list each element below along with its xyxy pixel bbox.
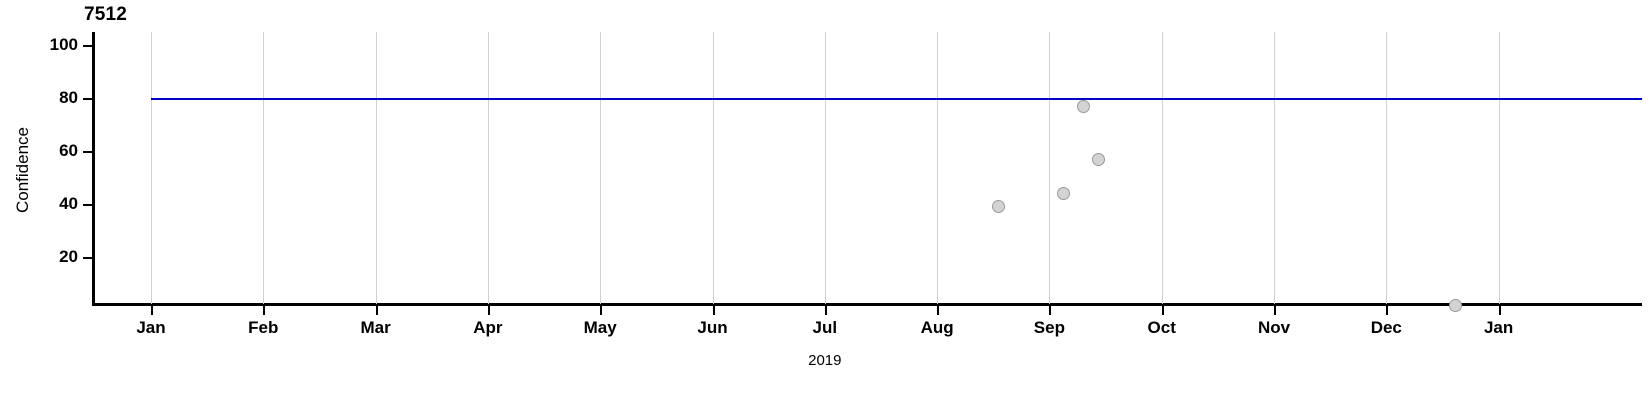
x-tick-mark [375,306,378,315]
x-tick-mark [937,306,940,315]
gridline-vertical [824,32,826,304]
data-point[interactable] [1449,298,1463,312]
gridline-vertical [1049,32,1051,304]
data-point[interactable] [1092,152,1106,166]
x-tick-label: Oct [1147,318,1176,337]
x-tick-mark [1498,306,1501,315]
data-point[interactable] [1057,187,1071,201]
x-tick-label: Feb [248,318,279,337]
gridline-vertical [600,32,602,304]
gridline-vertical [151,32,152,304]
x-axis-label: 2019 [808,352,842,369]
y-tick-mark [83,204,92,207]
y-tick-label: 100 [49,35,78,54]
x-tick-mark [1161,306,1164,315]
gridline-vertical [1274,32,1275,304]
y-axis-spine [92,32,95,304]
y-tick-label: 80 [59,88,78,108]
x-tick-label: Jan [1483,318,1514,337]
x-tick-label: Jul [812,318,838,337]
x-tick-label: Apr [473,318,503,337]
x-tick-mark [151,306,153,315]
y-tick-mark [83,257,92,260]
x-tick-mark [1274,306,1276,315]
y-tick-label: 40 [59,194,78,214]
gridline-vertical [1498,32,1500,304]
y-tick-mark [83,98,92,101]
x-tick-label: Jan [136,318,166,337]
gridline-vertical [712,32,714,304]
gridline-vertical [1386,32,1388,304]
x-tick-mark [1386,306,1389,315]
gridline-vertical [937,32,939,304]
x-axis-spine [92,303,1642,306]
x-tick-mark [487,306,490,315]
plot-area [92,32,1642,312]
data-point[interactable] [1076,99,1090,113]
x-tick-label: Mar [360,318,391,337]
gridline-vertical [263,32,265,304]
gridline-vertical [375,32,377,304]
gridline-vertical [1161,32,1163,304]
chart-title: 7512 [84,4,128,25]
x-tick-mark [600,306,603,315]
gridline-vertical [487,32,489,304]
x-tick-label: Jun [697,318,728,337]
x-tick-mark [1049,306,1052,315]
x-tick-label: Dec [1370,318,1402,337]
x-tick-label: Sep [1033,318,1065,337]
y-tick-mark [83,151,92,154]
x-tick-mark [824,306,827,315]
y-tick-label: 20 [59,247,78,267]
x-tick-mark [712,306,715,315]
x-tick-label: Aug [920,318,954,337]
data-point[interactable] [992,200,1006,214]
y-tick-mark [83,45,92,47]
x-tick-label: Nov [1257,318,1291,337]
threshold-line [151,98,1642,101]
x-tick-label: May [583,318,617,337]
x-tick-mark [263,306,266,315]
y-tick-label: 60 [59,141,78,161]
